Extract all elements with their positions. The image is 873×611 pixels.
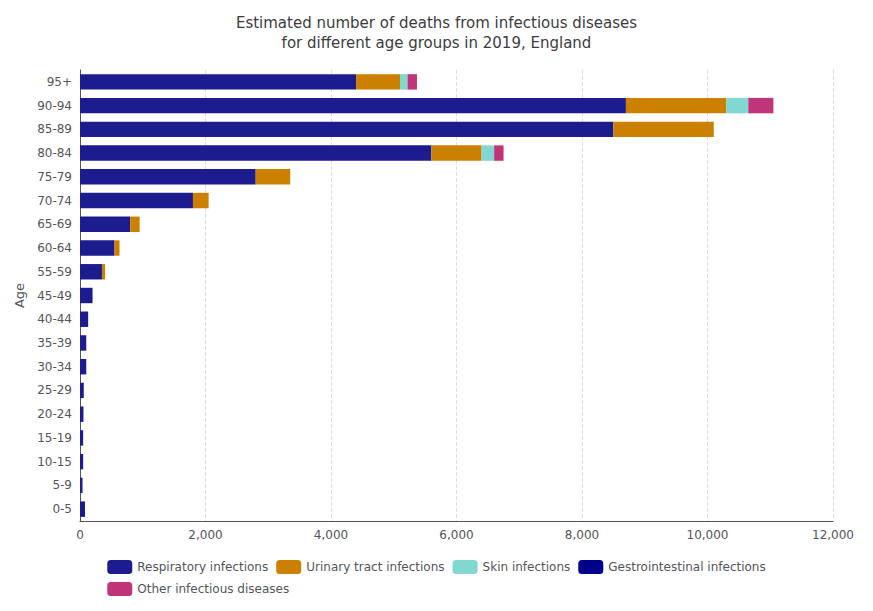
svg-text:80-84: 80-84 (37, 146, 72, 160)
svg-text:Skin infections: Skin infections (483, 560, 571, 574)
svg-text:10,000: 10,000 (687, 528, 729, 542)
svg-text:8,000: 8,000 (565, 528, 599, 542)
svg-text:95+: 95+ (47, 75, 72, 89)
svg-text:Respiratory infections: Respiratory infections (137, 560, 268, 574)
svg-text:Estimated number of deaths fro: Estimated number of deaths from infectio… (236, 14, 637, 32)
svg-text:90-94: 90-94 (37, 99, 72, 113)
svg-text:20-24: 20-24 (37, 407, 72, 421)
svg-text:Age: Age (12, 283, 27, 308)
svg-text:15-19: 15-19 (37, 431, 72, 445)
svg-text:40-44: 40-44 (37, 312, 72, 326)
svg-text:Other infectious diseases: Other infectious diseases (137, 582, 289, 596)
svg-text:0-5: 0-5 (52, 502, 72, 516)
svg-text:65-69: 65-69 (37, 217, 72, 231)
svg-text:30-34: 30-34 (37, 360, 72, 374)
svg-text:5-9: 5-9 (52, 478, 72, 492)
svg-text:6,000: 6,000 (439, 528, 473, 542)
svg-text:85-89: 85-89 (37, 122, 72, 136)
svg-text:Gestrointestinal infections: Gestrointestinal infections (608, 560, 765, 574)
svg-text:2,000: 2,000 (188, 528, 222, 542)
svg-text:35-39: 35-39 (37, 336, 72, 350)
svg-text:Urinary tract infections: Urinary tract infections (306, 560, 444, 574)
svg-text:25-29: 25-29 (37, 383, 72, 397)
svg-text:55-59: 55-59 (37, 265, 72, 279)
svg-text:45-49: 45-49 (37, 289, 72, 303)
svg-text:0: 0 (76, 528, 84, 542)
svg-text:60-64: 60-64 (37, 241, 72, 255)
svg-text:10-15: 10-15 (37, 455, 72, 469)
svg-text:70-74: 70-74 (37, 194, 72, 208)
svg-text:12,000: 12,000 (812, 528, 854, 542)
svg-text:4,000: 4,000 (314, 528, 348, 542)
svg-text:for different age groups in 20: for different age groups in 2019, Englan… (282, 34, 592, 52)
svg-text:75-79: 75-79 (37, 170, 72, 184)
